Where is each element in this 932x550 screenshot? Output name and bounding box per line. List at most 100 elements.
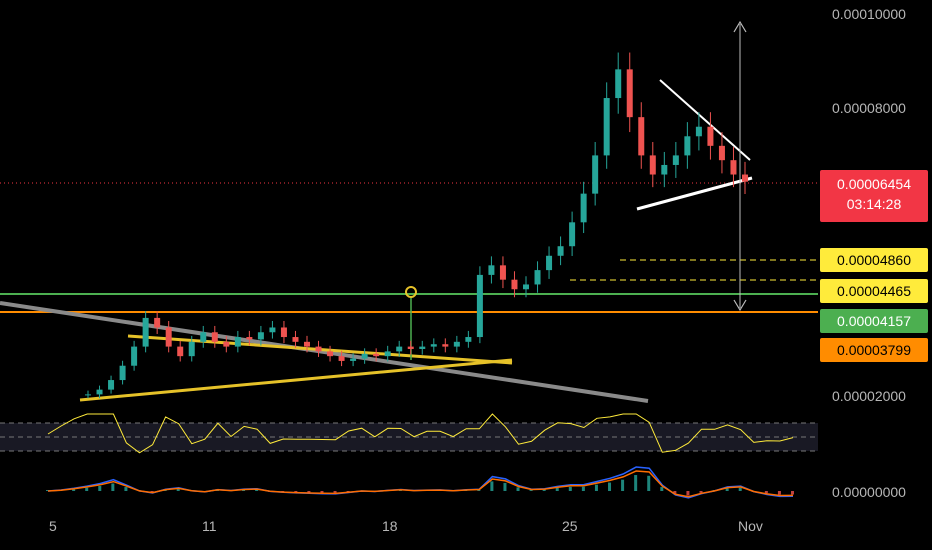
- candle: [315, 346, 322, 352]
- candle: [396, 346, 403, 352]
- price-tag-4860: 0.00004860: [820, 248, 928, 272]
- macd-bar: [477, 489, 481, 491]
- macd-bar: [503, 482, 507, 491]
- x-tick-label: 11: [202, 518, 217, 534]
- price-tag-4465: 0.00004465: [820, 279, 928, 303]
- macd-bar: [46, 490, 49, 491]
- measure-arrow: [733, 20, 747, 312]
- candle: [211, 332, 218, 342]
- macd-bar: [634, 475, 638, 491]
- price-tag-label: 0.00004860: [837, 252, 911, 268]
- candle: [672, 155, 679, 165]
- y-tick-label: 0.00000000: [832, 484, 906, 500]
- candle: [350, 358, 357, 361]
- candle: [234, 337, 241, 347]
- macd-bar: [150, 491, 154, 493]
- macd-bar: [307, 491, 311, 493]
- macd-bar: [255, 489, 259, 491]
- candle: [327, 351, 334, 357]
- macd-bar: [777, 491, 781, 495]
- price-tag-label: 0.00003799: [837, 342, 911, 358]
- macd-bar: [673, 491, 677, 494]
- candle: [453, 341, 460, 347]
- candle: [119, 365, 126, 381]
- x-tick-label: 25: [562, 518, 578, 534]
- candles: [85, 52, 748, 399]
- rsi-line: [47, 413, 794, 454]
- x-axis: 5 11 18 25 Nov: [49, 518, 763, 534]
- candle: [200, 332, 207, 342]
- macd-bar: [98, 486, 102, 491]
- candle: [292, 337, 299, 342]
- y-axis: 0.00010000 0.00008000 0.00002000 0.00000…: [832, 6, 906, 500]
- macd-bar: [346, 491, 350, 493]
- candle: [85, 394, 91, 396]
- candle: [603, 98, 610, 156]
- candle: [108, 380, 115, 390]
- macd-bar: [581, 486, 585, 491]
- pennant-pattern: [636, 79, 753, 211]
- candle: [511, 279, 518, 290]
- candle: [592, 155, 599, 194]
- candle: [223, 341, 230, 347]
- y-tick-label: 0.00010000: [832, 6, 906, 22]
- candle: [430, 344, 437, 347]
- candle: [534, 270, 541, 285]
- x-tick-label: 5: [49, 518, 57, 534]
- macd-bar: [764, 491, 768, 494]
- macd-histogram: [46, 475, 794, 496]
- candle: [407, 346, 414, 349]
- candle: [638, 117, 645, 156]
- candle: [177, 346, 184, 357]
- macd-bar: [333, 491, 337, 493]
- candle: [488, 265, 495, 275]
- candle: [373, 353, 380, 357]
- macd-bar: [555, 487, 559, 491]
- y-tick-label: 0.00002000: [832, 388, 906, 404]
- candle: [499, 265, 506, 280]
- macd-bar: [294, 491, 298, 493]
- y-tick-label: 0.00008000: [832, 100, 906, 116]
- candle: [684, 136, 691, 156]
- macd-bar: [516, 487, 520, 491]
- candle: [695, 126, 702, 137]
- candle: [626, 69, 633, 118]
- candle: [419, 346, 426, 349]
- candle: [580, 193, 587, 223]
- rsi-panel: [0, 413, 818, 454]
- candle: [304, 341, 310, 347]
- candle: [465, 337, 472, 342]
- countdown-timer: 03:14:28: [846, 196, 902, 212]
- macd-bar: [242, 489, 246, 491]
- macd-bar: [738, 487, 742, 491]
- current-price-tag: 0.00006454 03:14:28: [820, 170, 928, 222]
- candle: [649, 155, 656, 175]
- macd-bar: [621, 479, 625, 491]
- candle: [338, 356, 345, 361]
- candle: [384, 351, 391, 357]
- candle: [476, 274, 483, 338]
- candle: [523, 284, 529, 290]
- candle: [569, 222, 576, 247]
- price-tag-4157: 0.00004157: [820, 309, 928, 333]
- candle: [707, 126, 714, 146]
- candle: [142, 317, 149, 347]
- price-tag-3799: 0.00003799: [820, 338, 928, 362]
- current-price-value: 0.00006454: [837, 176, 911, 192]
- macd-bar: [542, 489, 546, 491]
- macd-bar: [320, 491, 324, 493]
- macd-bar: [124, 487, 128, 491]
- candle: [188, 341, 195, 357]
- macd-bar: [72, 489, 76, 491]
- candle: [742, 174, 748, 182]
- macd-bar: [111, 483, 115, 491]
- macd-line: [47, 466, 794, 499]
- candle: [361, 353, 368, 359]
- macd-panel: [46, 466, 794, 499]
- macd-bar: [176, 488, 180, 491]
- macd-bar: [594, 484, 598, 491]
- macd-bar: [725, 488, 729, 491]
- candle: [96, 389, 103, 395]
- candle: [442, 344, 449, 347]
